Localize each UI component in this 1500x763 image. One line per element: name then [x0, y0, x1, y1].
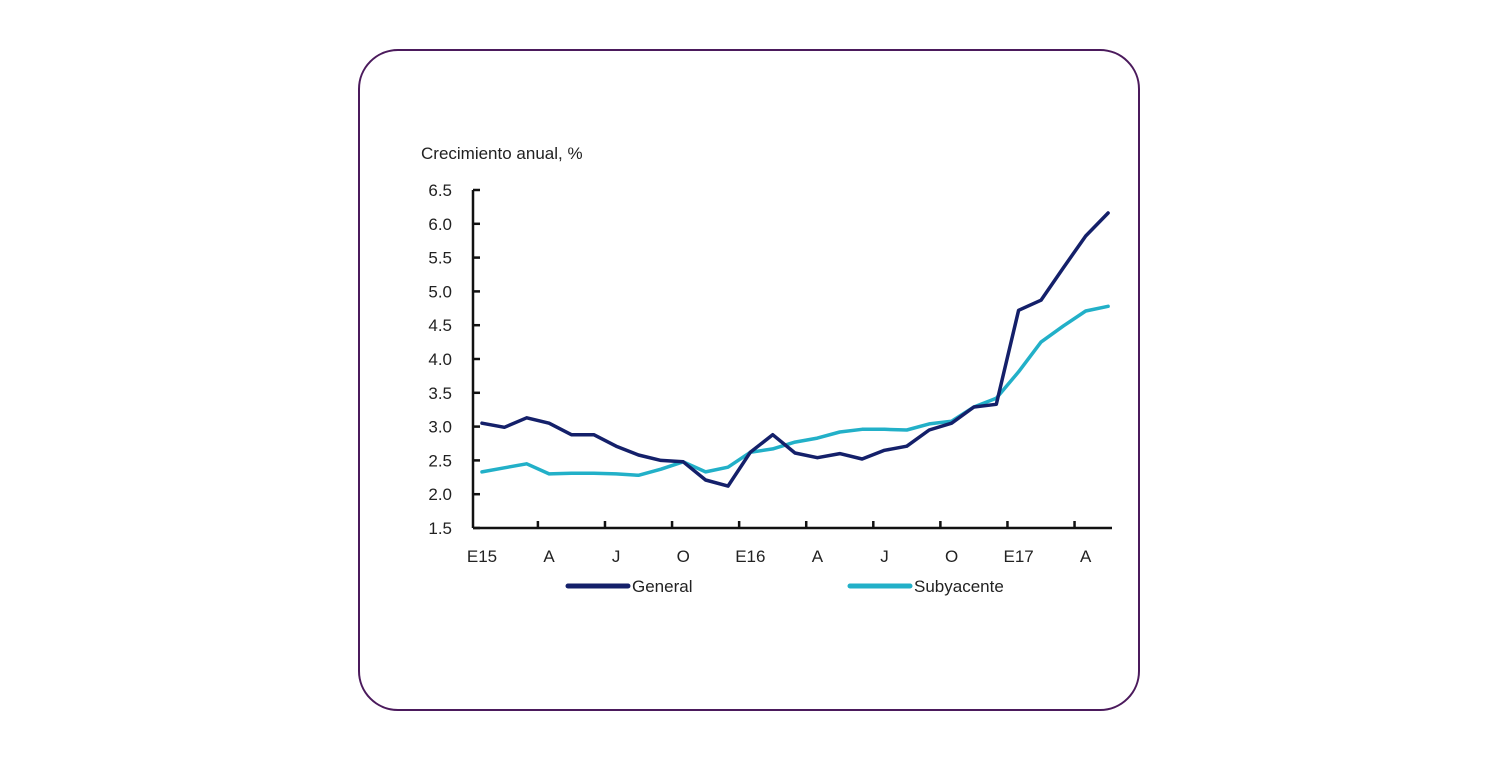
y-tick-label: 3.0 — [428, 418, 452, 437]
series-line-subyacente — [480, 304, 1110, 478]
y-tick-label: 4.5 — [428, 316, 452, 335]
legend: General Subyacente — [565, 577, 1004, 596]
x-tick-label: E17 — [1004, 547, 1034, 566]
x-tick-label: E15 — [467, 547, 497, 566]
y-axis: 6.5 6.0 5.5 5.0 4.5 4.0 3.5 3.0 2.5 2.0 1.5 — [428, 181, 480, 538]
x-tick-label: J — [612, 547, 621, 566]
legend-label-general: General — [632, 577, 692, 596]
y-tick-label: 6.5 — [428, 181, 452, 200]
x-tick-label: O — [677, 547, 690, 566]
y-tick-label: 2.0 — [428, 485, 452, 504]
y-axis-title: Crecimiento anual, % — [421, 144, 583, 163]
y-tick-label: 5.0 — [428, 282, 452, 301]
y-tick-label: 6.0 — [428, 215, 452, 234]
y-tick-label: 5.5 — [428, 249, 452, 268]
x-tick-label: A — [1080, 547, 1092, 566]
series-line-general — [480, 211, 1110, 488]
x-axis: E15 A J O E16 A J O E17 A — [467, 521, 1112, 566]
series-lines — [480, 211, 1110, 488]
x-tick-label: J — [880, 547, 889, 566]
y-tick-label: 4.0 — [428, 350, 452, 369]
x-tick-label: A — [543, 547, 555, 566]
legend-label-subyacente: Subyacente — [914, 577, 1004, 596]
x-tick-label: A — [812, 547, 824, 566]
x-tick-label: O — [945, 547, 958, 566]
y-tick-label: 1.5 — [428, 519, 452, 538]
y-tick-label: 2.5 — [428, 451, 452, 470]
x-tick-label: E16 — [735, 547, 765, 566]
y-tick-label: 3.5 — [428, 384, 452, 403]
